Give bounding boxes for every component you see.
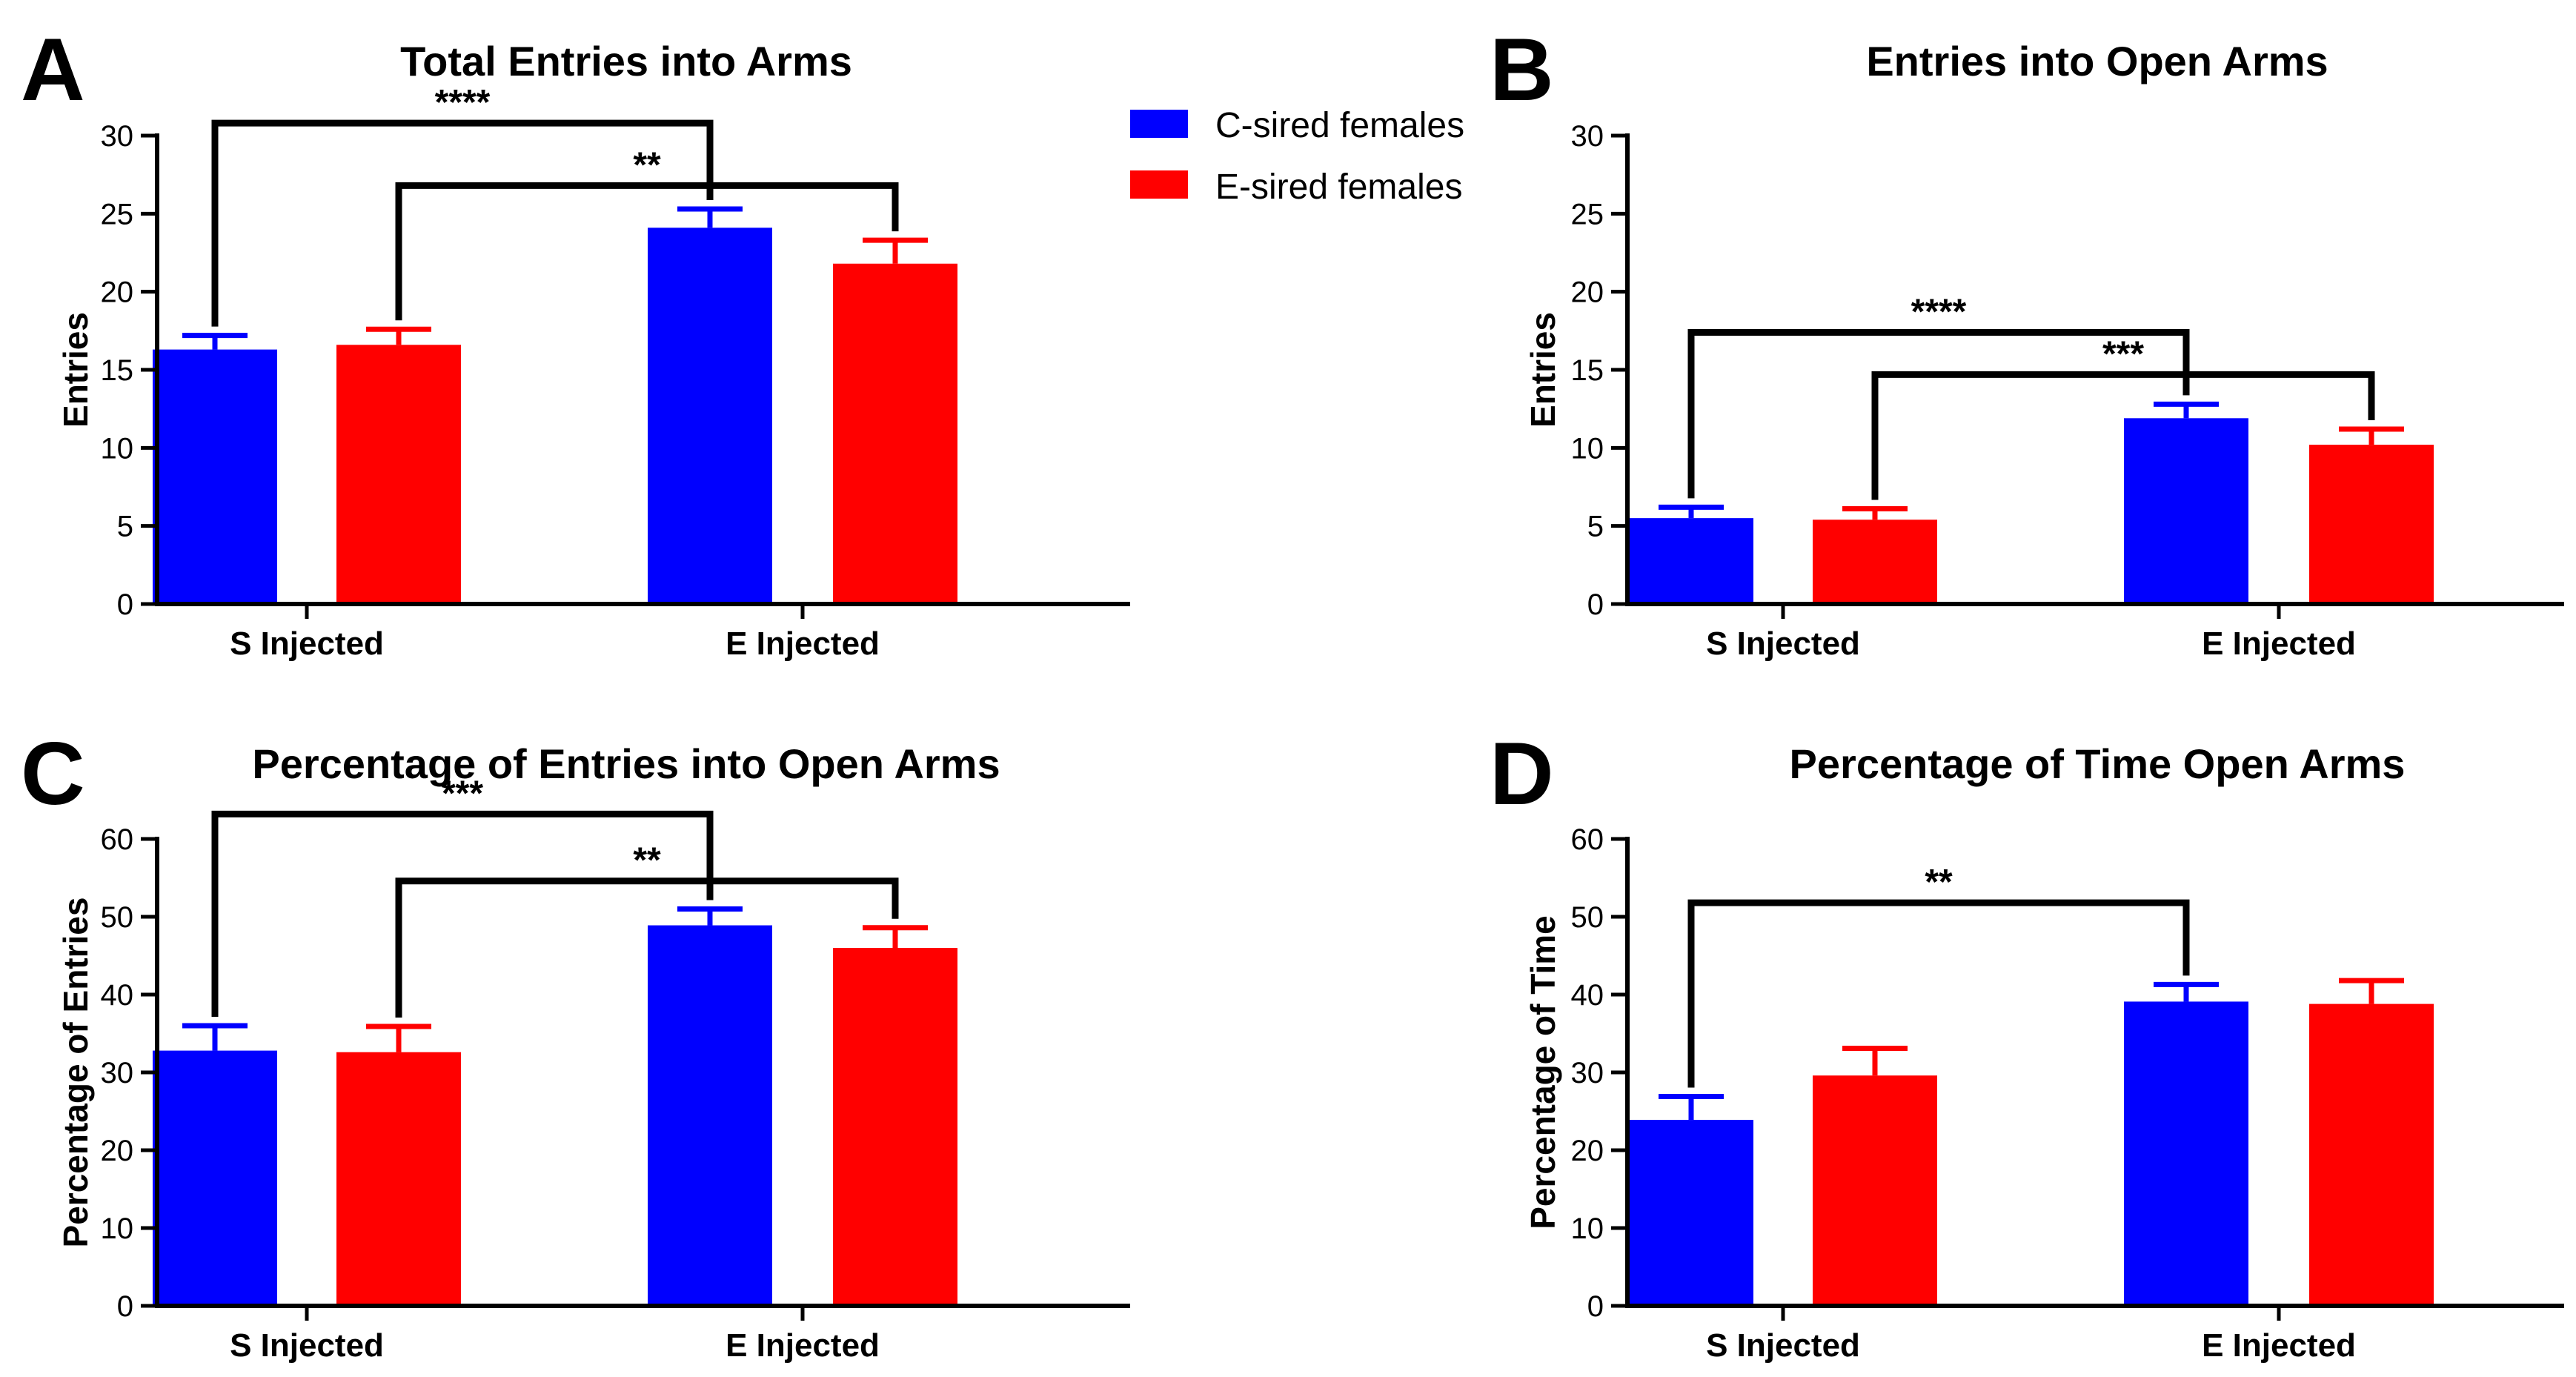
panel-letter-b: B (1490, 20, 1554, 119)
legend-label-e-sired: E-sired females (1215, 167, 1462, 207)
significance-label-a-1: ** (633, 145, 661, 185)
x-tick-label-a-1: E Injected (726, 626, 880, 662)
x-tick-label-a-0: S Injected (230, 626, 384, 662)
significance-label-c-0: *** (442, 774, 483, 813)
y-tick-label-c-20: 20 (101, 1135, 134, 1167)
chart-title-c: Percentage of Entries into Open Arms (252, 740, 1000, 787)
y-tick-label-c-10: 10 (101, 1212, 134, 1245)
chart-title-d: Percentage of Time Open Arms (1790, 740, 2406, 787)
bar-d-e-sired-s-injected (1813, 1075, 1937, 1306)
panel-letter-c: C (21, 724, 85, 823)
significance-bracket-a-1 (395, 182, 899, 321)
y-tick-label-d-50: 50 (1571, 901, 1604, 934)
y-tick-label-c-50: 50 (101, 901, 134, 934)
x-tick-label-b-0: S Injected (1706, 626, 1860, 662)
y-tick-label-d-60: 60 (1571, 823, 1604, 856)
x-tick-label-b-1: E Injected (2202, 626, 2356, 662)
chart-title-b: Entries into Open Arms (1866, 38, 2328, 84)
chart-panel-a: A Total Entries into Arms Entries 0 5 10 15 20 2… (21, 20, 1130, 662)
significance-bracket-a-0 (211, 119, 714, 327)
legend-swatch-c-sired (1130, 110, 1188, 138)
bar-c-c-sired-e-injected (648, 925, 772, 1306)
y-tick-label-d-10: 10 (1571, 1212, 1604, 1245)
y-tick-label-b-25: 25 (1571, 198, 1604, 230)
bar-a-e-sired-e-injected (833, 263, 957, 604)
y-tick-label-d-30: 30 (1571, 1057, 1604, 1089)
y-tick-label-b-20: 20 (1571, 276, 1604, 309)
bar-d-c-sired-s-injected (1629, 1120, 1753, 1306)
bar-d-e-sired-e-injected (2309, 1003, 2434, 1306)
legend-label-c-sired: C-sired females (1215, 106, 1464, 145)
bar-a-e-sired-s-injected (336, 345, 461, 604)
bar-b-c-sired-e-injected (2124, 418, 2248, 604)
y-tick-label-c-30: 30 (101, 1057, 134, 1089)
significance-label-d-0: ** (1925, 863, 1953, 902)
significance-bracket-d-0 (1687, 899, 2190, 1088)
bar-b-e-sired-e-injected (2309, 445, 2434, 604)
y-tick-label-a-25: 25 (101, 198, 134, 230)
significance-bracket-b-0 (1687, 328, 2190, 499)
y-tick-label-b-10: 10 (1571, 432, 1604, 465)
bar-c-e-sired-s-injected (336, 1052, 461, 1306)
bar-a-c-sired-s-injected (153, 349, 277, 604)
bar-b-e-sired-s-injected (1813, 520, 1937, 604)
x-tick-label-d-1: E Injected (2202, 1327, 2356, 1364)
y-tick-label-a-30: 30 (101, 120, 134, 153)
y-tick-label-b-5: 5 (1587, 511, 1604, 543)
legend-swatch-e-sired (1130, 170, 1188, 199)
y-axis-label-d: Percentage of Time (1524, 915, 1562, 1230)
bar-c-c-sired-s-injected (153, 1050, 277, 1306)
significance-label-b-1: *** (2102, 334, 2144, 374)
y-tick-label-a-20: 20 (101, 276, 134, 309)
y-axis-label-a: Entries (56, 312, 95, 428)
significance-label-a-0: **** (435, 83, 491, 122)
chart-panel-d: D Percentage of Time Open Arms Percentage … (1490, 724, 2564, 1364)
significance-bracket-b-1 (1871, 371, 2375, 500)
bar-c-e-sired-e-injected (833, 948, 957, 1306)
chart-panel-c: C Percentage of Entries into Open Arms Per… (21, 724, 1130, 1364)
x-tick-label-d-0: S Injected (1706, 1327, 1860, 1364)
y-tick-label-b-0: 0 (1587, 588, 1604, 621)
y-tick-label-c-60: 60 (101, 823, 134, 856)
y-tick-label-a-5: 5 (117, 511, 133, 543)
y-tick-label-d-40: 40 (1571, 979, 1604, 1012)
significance-bracket-c-0 (211, 810, 714, 1017)
y-axis-label-c: Percentage of Entries (56, 897, 95, 1248)
bar-a-c-sired-e-injected (648, 228, 772, 604)
legend: C-sired females E-sired females (1130, 106, 1464, 207)
y-tick-label-b-30: 30 (1571, 120, 1604, 153)
x-tick-label-c-0: S Injected (230, 1327, 384, 1364)
y-tick-label-a-0: 0 (117, 588, 133, 621)
significance-bracket-c-1 (395, 877, 899, 1018)
bar-d-c-sired-e-injected (2124, 1001, 2248, 1306)
significance-label-b-0: **** (1911, 292, 1967, 331)
x-tick-label-c-1: E Injected (726, 1327, 880, 1364)
y-tick-label-a-10: 10 (101, 432, 134, 465)
y-tick-label-b-15: 15 (1571, 354, 1604, 387)
y-tick-label-d-0: 0 (1587, 1290, 1604, 1323)
bar-b-c-sired-s-injected (1629, 518, 1753, 604)
panel-letter-a: A (21, 20, 85, 119)
y-tick-label-c-0: 0 (117, 1290, 133, 1323)
significance-label-c-1: ** (633, 841, 661, 880)
y-axis-label-b: Entries (1524, 312, 1562, 428)
chart-title-a: Total Entries into Arms (400, 38, 852, 84)
y-tick-label-c-40: 40 (101, 979, 134, 1012)
y-tick-label-d-20: 20 (1571, 1135, 1604, 1167)
panel-letter-d: D (1490, 724, 1554, 823)
chart-panel-b: B Entries into Open Arms Entries 0 5 10 15 20 25… (1490, 20, 2564, 662)
y-tick-label-a-15: 15 (101, 354, 134, 387)
